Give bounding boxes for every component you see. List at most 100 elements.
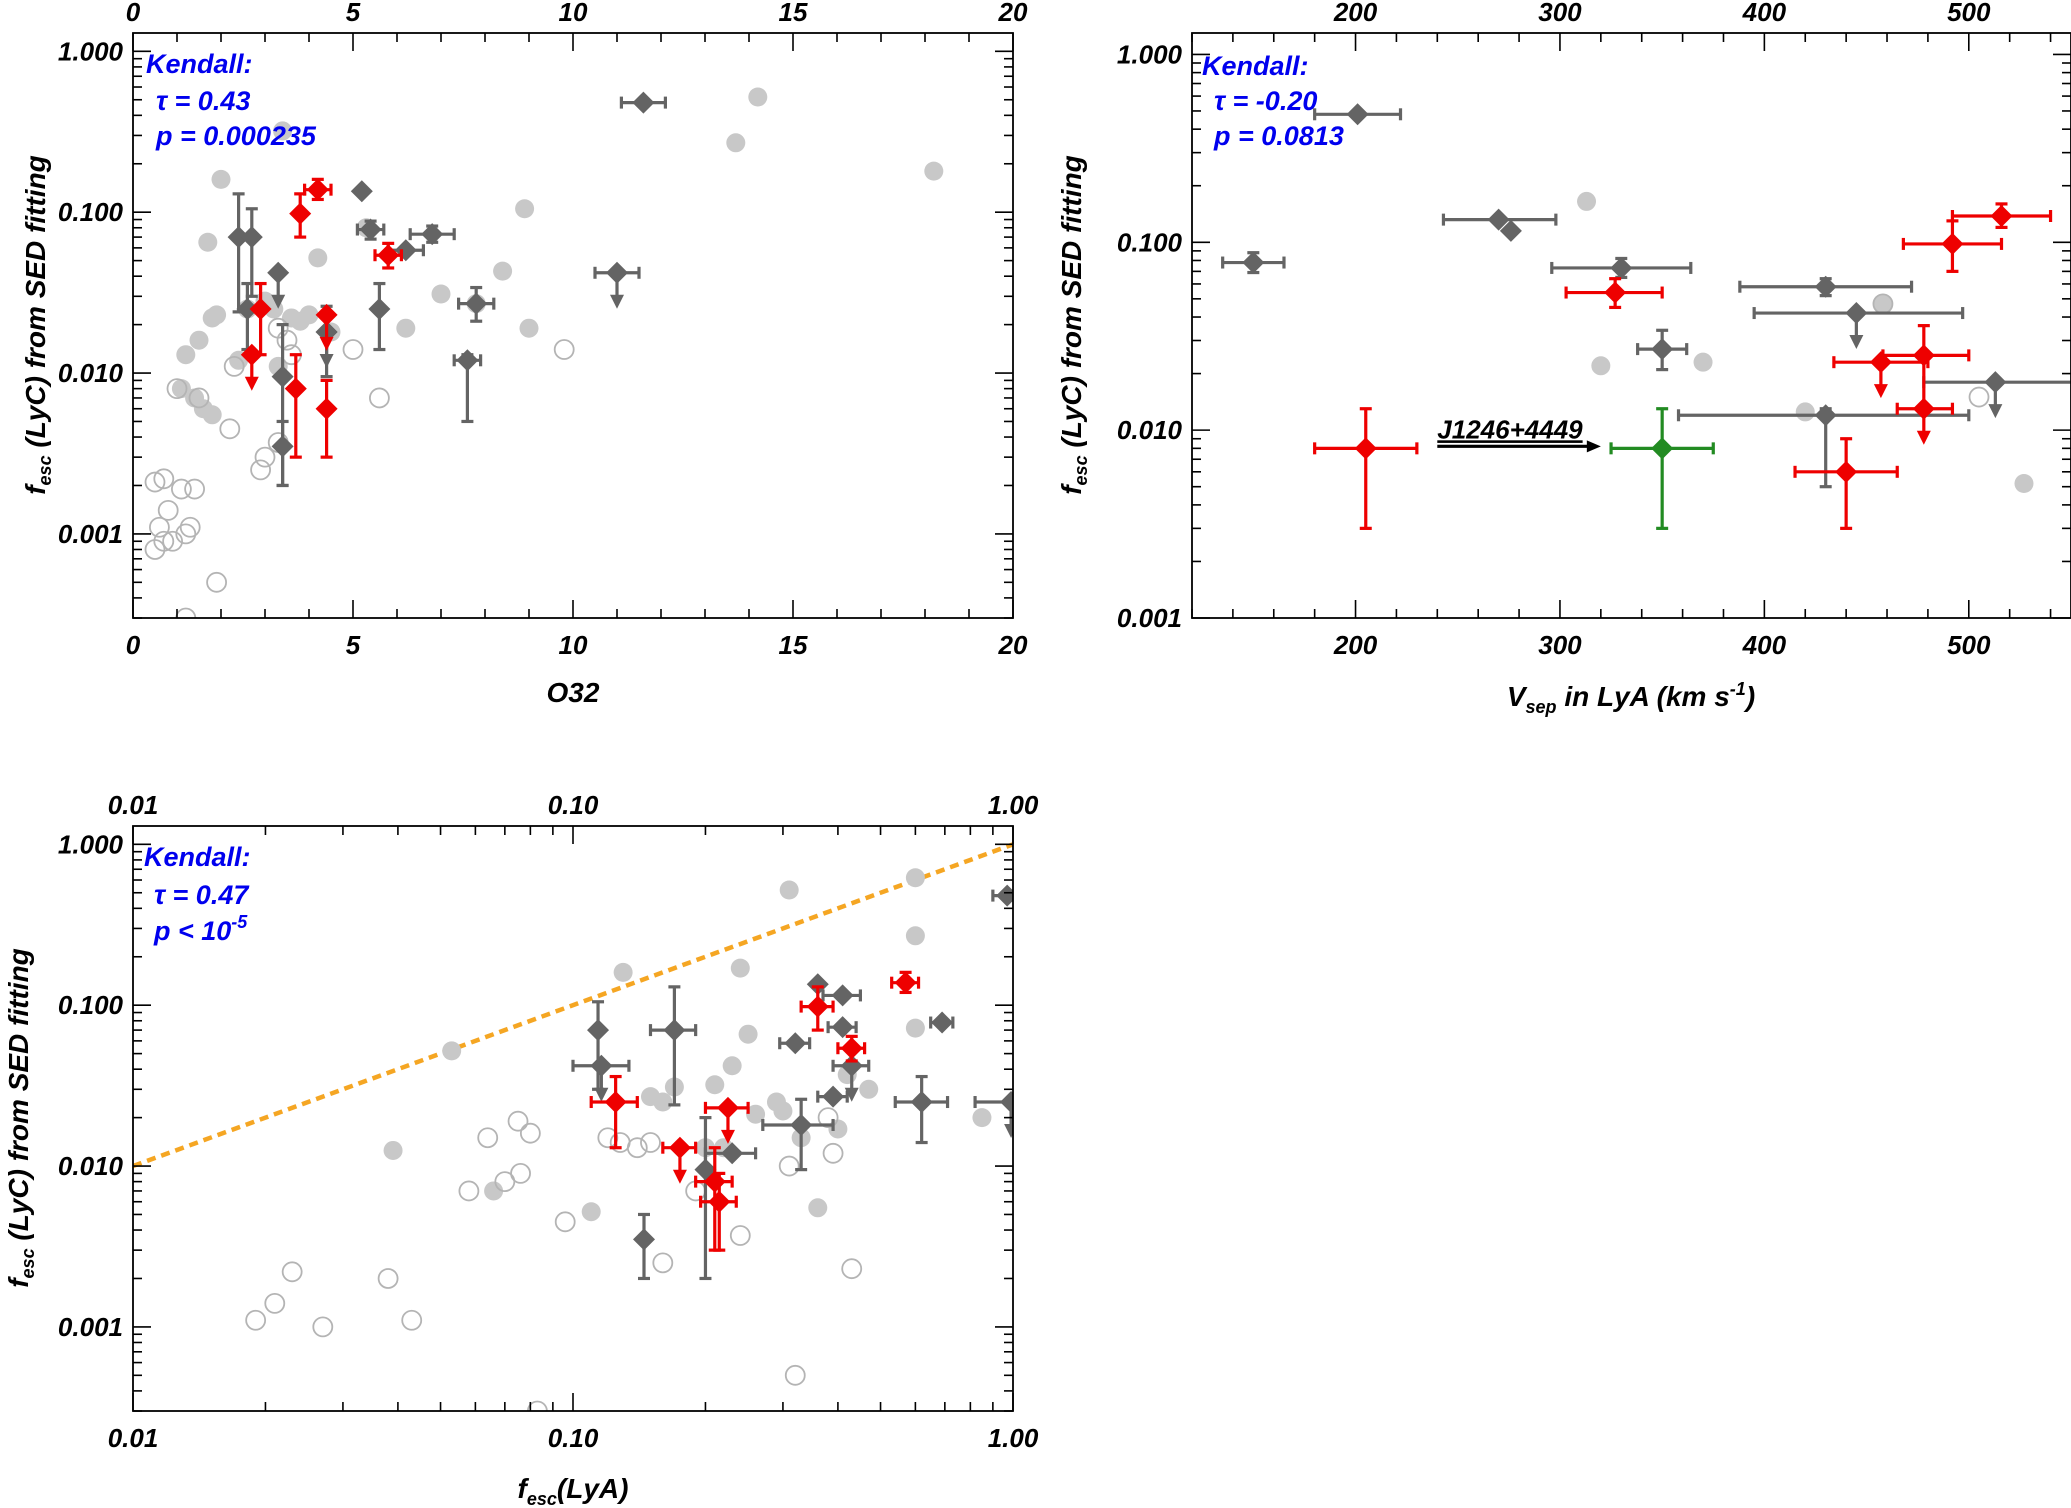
comparison-point-filled (1873, 294, 1893, 314)
x-tick-label: 500 (1947, 630, 1991, 660)
upper-limit-arrowhead (244, 376, 259, 391)
x-axis-title-end: ) (1743, 681, 1755, 712)
y-axis-title-rest: (LyC) from SED fitting (1056, 155, 1087, 455)
comparison-point-open (626, 1137, 648, 1159)
data-point-grey (1499, 219, 1522, 242)
comparison-point-filled (1693, 352, 1713, 372)
kendall-title: Kendall: (144, 842, 251, 872)
x-axis-title-f: f (518, 1473, 530, 1504)
top-x-tick-label: 400 (1742, 0, 1787, 27)
x-tick-label: 10 (559, 630, 588, 660)
comparison-point-filled (924, 161, 944, 181)
data-point-grey (931, 1011, 954, 1034)
top-x-tick-label: 0.10 (548, 790, 599, 820)
comparison-point-filled (519, 318, 539, 338)
comparison-point-filled (1795, 402, 1815, 422)
upper-limit-arrowhead (844, 1087, 859, 1102)
data-point-grey (1242, 251, 1265, 274)
comparison-point-filled (905, 868, 925, 888)
data-point-grey (1346, 103, 1369, 126)
comparison-point-filled (515, 199, 535, 219)
comparison-point-open (729, 1225, 751, 1246)
upper-limit-arrowhead (1873, 384, 1888, 399)
comparison-point-open (170, 478, 192, 500)
data-point-grey (606, 261, 628, 284)
data-point-grey (996, 884, 1013, 907)
panel-fesc-lya-tick-labels: 0.01 0.10 1.00 0.01 0.10 1.00 0.001 0.010 0.100 1… (58, 790, 1039, 1453)
comparison-point-open (477, 1127, 499, 1149)
top-x-tick-label: 20 (998, 0, 1028, 27)
comparison-point-filled (176, 345, 196, 365)
data-point-red (1912, 344, 1935, 367)
kendall-p-text: p < 10 (153, 916, 231, 946)
comparison-point-filled (808, 1198, 828, 1218)
data-point-red (708, 1190, 731, 1213)
comparison-point-open (784, 1364, 806, 1386)
comparison-point-filled (905, 1018, 925, 1038)
comparison-point-open (553, 339, 575, 360)
x-tick-label: 200 (1333, 630, 1378, 660)
data-point-red (1990, 204, 2013, 227)
comparison-point-open (153, 468, 175, 490)
y-tick-label: 0.010 (58, 358, 124, 388)
top-x-tick-label: 1.00 (988, 790, 1039, 820)
comparison-point-open (162, 530, 184, 552)
data-point-red (315, 303, 338, 326)
comparison-point-filled (859, 1079, 879, 1099)
data-point-red (377, 244, 400, 267)
panel-fesc-lya-points (245, 868, 1013, 1411)
data-point-red (315, 397, 338, 420)
comparison-point-open (254, 446, 276, 468)
comparison-point-filled (1591, 356, 1611, 376)
comparison-point-filled (726, 133, 746, 153)
data-point-grey (227, 226, 250, 249)
x-tick-label: 0.01 (108, 1423, 159, 1453)
comparison-point-open (264, 1292, 286, 1314)
j1246-label: J1246+4449 (1437, 414, 1583, 444)
data-point-red (306, 178, 329, 201)
comparison-point-filled (705, 1075, 725, 1095)
upper-limit-arrowhead (1849, 335, 1864, 350)
data-point-red (604, 1091, 627, 1114)
data-point-red (1354, 437, 1377, 460)
data-point-grey (590, 1054, 613, 1077)
comparison-point-filled (779, 880, 799, 900)
x-axis-title-rest: (LyA) (557, 1473, 629, 1504)
y-axis-title-f: f (3, 1276, 34, 1288)
y-tick-label: 0.001 (58, 1312, 123, 1342)
comparison-point-open (312, 1316, 334, 1338)
upper-limit-arrowhead (319, 336, 334, 351)
y-tick-label: 0.100 (58, 990, 124, 1020)
comparison-point-open (153, 530, 175, 552)
x-tick-label: 0.10 (548, 1423, 599, 1453)
comparison-point-open (841, 1258, 863, 1280)
panel-o32-ticks (132, 33, 1014, 619)
data-point-grey (1984, 371, 2007, 394)
data-point-red (240, 343, 263, 366)
comparison-point-filled (189, 330, 209, 350)
top-x-tick-label: 500 (1947, 0, 1991, 27)
data-point-red (249, 298, 272, 321)
panel-vsep-ticks (1191, 33, 2071, 619)
comparison-point-filled (2014, 473, 2034, 493)
comparison-point-filled (1577, 191, 1597, 211)
comparison-point-filled (738, 1024, 758, 1044)
data-point-grey (236, 298, 259, 321)
comparison-point-open (223, 355, 245, 377)
comparison-point-open (507, 1110, 529, 1132)
panel-vsep: 200 300 400 500 200 300 400 500 0.001 0.010 0.100 1… (1056, 0, 2071, 717)
comparison-point-open (640, 1132, 661, 1153)
comparison-point-open (817, 1107, 839, 1129)
y-tick-label: 0.010 (1117, 415, 1183, 445)
data-point-red (840, 1037, 863, 1060)
x-tick-label: 15 (779, 630, 808, 660)
y-axis-title-f: f (1056, 483, 1087, 495)
comparison-point-filled (773, 1101, 793, 1121)
y-tick-label: 0.100 (58, 197, 124, 227)
y-tick-label: 0.001 (1117, 603, 1182, 633)
top-x-tick-label: 200 (1333, 0, 1378, 27)
comparison-point-filled (828, 1119, 848, 1139)
comparison-point-open (377, 1268, 399, 1289)
top-x-tick-label: 0.01 (108, 790, 159, 820)
